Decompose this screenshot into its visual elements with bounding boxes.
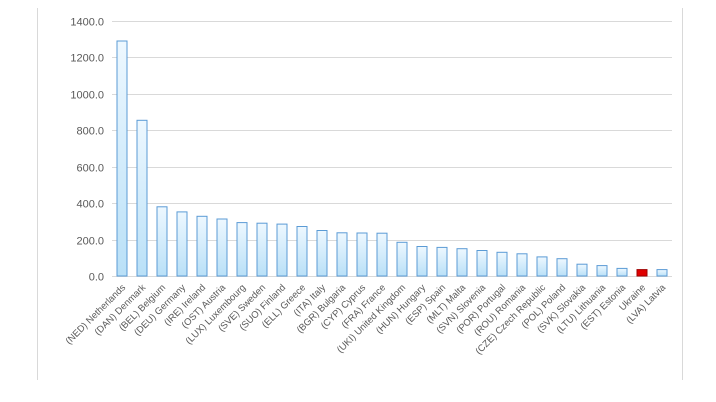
bar	[276, 223, 288, 277]
y-axis-tick-labels: 0.0 200.0 400.0 600.0 800.0 1000.0 1200.0 1400.…	[70, 17, 104, 284]
bar	[336, 232, 348, 277]
gridlines	[112, 21, 672, 277]
y-tick-label: 1400.0	[70, 17, 104, 29]
y-tick-label: 800.0	[76, 126, 104, 138]
bar	[196, 215, 208, 277]
bar	[556, 258, 568, 277]
bar-highlighted	[636, 269, 648, 277]
bar	[136, 119, 148, 277]
bar	[476, 250, 488, 277]
bar	[656, 269, 668, 277]
bar	[296, 226, 308, 277]
chart-frame	[37, 8, 683, 380]
bar	[316, 230, 328, 277]
bar	[236, 222, 248, 277]
y-tick-label: 600.0	[76, 163, 104, 175]
bar	[216, 218, 228, 277]
x-axis-category-labels: (NED) Netherlands(DAN) Denmark(BEL) Belg…	[64, 282, 669, 357]
bar	[416, 246, 428, 277]
bar	[256, 222, 268, 277]
y-tick-label: 1200.0	[70, 53, 104, 65]
y-tick-label: 400.0	[76, 199, 104, 211]
bar	[356, 232, 368, 277]
bar	[616, 267, 628, 277]
bar	[596, 265, 608, 277]
bar	[456, 248, 468, 277]
y-tick-label: 0.0	[89, 272, 104, 284]
bar	[116, 40, 128, 277]
bar	[576, 263, 588, 277]
y-tick-label: 200.0	[76, 236, 104, 248]
bar	[496, 251, 508, 277]
bar	[396, 241, 408, 277]
bar	[156, 206, 168, 277]
bars	[116, 40, 668, 277]
bar	[176, 211, 188, 277]
bar	[536, 256, 548, 277]
y-tick-label: 1000.0	[70, 90, 104, 102]
bar	[376, 232, 388, 277]
bar	[436, 246, 448, 277]
bar	[516, 253, 528, 277]
